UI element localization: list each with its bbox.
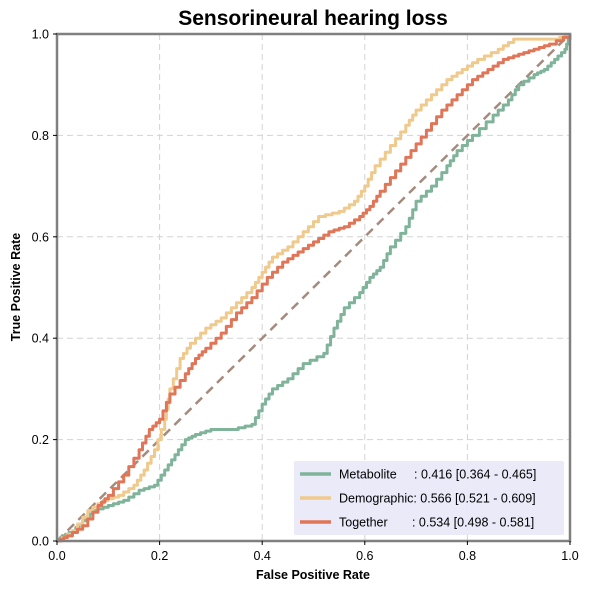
y-tick-label: 0.2 — [32, 433, 49, 447]
x-axis-ticks: 0.0 0.2 0.4 0.6 0.8 1.0 — [48, 541, 579, 563]
x-tick-label: 0.8 — [459, 549, 476, 563]
roc-curve-demographic — [57, 34, 572, 543]
x-tick-label: 0.6 — [356, 549, 373, 563]
y-tick-label: 0.8 — [32, 129, 49, 143]
legend-label-metabolite: Metabolite : 0.416 [0.364 - 0.465] — [339, 468, 536, 482]
roc-curve-metabolite — [57, 34, 572, 543]
y-tick-label: 0.4 — [32, 332, 49, 346]
roc-curves — [57, 34, 572, 543]
x-tick-label: 0.0 — [48, 549, 65, 563]
x-tick-label: 1.0 — [561, 549, 578, 563]
legend-box — [294, 461, 564, 535]
y-tick-label: 1.0 — [32, 28, 49, 42]
x-tick-label: 0.4 — [254, 549, 271, 563]
y-tick-label: 0.6 — [32, 230, 49, 244]
y-axis-ticks: 0.0 0.2 0.4 0.6 0.8 1.0 — [32, 28, 57, 549]
y-tick-label: 0.0 — [32, 535, 49, 549]
diagonal-reference-line — [56, 33, 571, 542]
plot-frame — [55, 32, 572, 543]
legend-label-demographic: Demographic: 0.566 [0.521 - 0.609] — [339, 492, 536, 506]
x-tick-label: 0.2 — [151, 549, 168, 563]
x-axis-label: False Positive Rate — [256, 568, 370, 582]
chart-title: Sensorineural hearing loss — [178, 7, 448, 30]
legend: Metabolite : 0.416 [0.364 - 0.465] Demogr… — [294, 461, 564, 535]
y-axis-label: True Positive Rate — [9, 233, 23, 341]
roc-curve-together — [57, 34, 572, 543]
legend-label-together: Together : 0.534 [0.498 - 0.581] — [339, 516, 534, 530]
